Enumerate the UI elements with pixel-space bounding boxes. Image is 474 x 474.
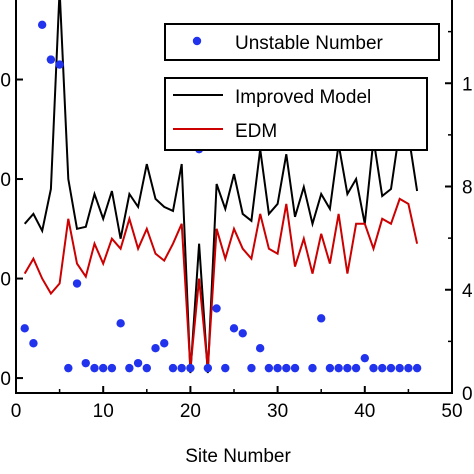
data-point-unstable-number — [160, 339, 169, 348]
series-line-improved-model — [23, 0, 419, 374]
legend-label: EDM — [235, 121, 277, 142]
data-point-unstable-number — [404, 363, 413, 373]
right-y-tick-label: 0 — [462, 384, 473, 405]
legend-box — [164, 77, 428, 151]
data-point-unstable-number — [264, 363, 274, 373]
data-point-unstable-number — [116, 319, 125, 328]
x-tick-label: 50 — [441, 401, 462, 422]
series-line-edm — [23, 197, 419, 369]
data-point-unstable-number — [317, 314, 326, 323]
data-point-unstable-number — [203, 363, 213, 373]
data-point-unstable-number — [334, 363, 343, 373]
left-y-tick-label: 0 — [0, 369, 11, 390]
data-point-unstable-number — [72, 279, 82, 288]
data-point-unstable-number — [308, 363, 317, 373]
data-point-unstable-number — [168, 363, 178, 373]
data-point-unstable-number — [290, 363, 300, 373]
x-tick-label: 0 — [11, 401, 22, 422]
right-y-tick-label: 4 — [462, 281, 473, 302]
data-point-unstable-number — [412, 363, 422, 373]
right-y-tick-label: 8 — [462, 178, 473, 199]
data-point-unstable-number — [133, 358, 143, 368]
data-point-unstable-number — [360, 353, 369, 363]
data-point-unstable-number — [255, 344, 265, 353]
legend-box — [164, 23, 440, 61]
data-point-unstable-number — [64, 363, 73, 373]
data-point-unstable-number — [273, 363, 282, 373]
left-y-tick-label: 0 — [0, 71, 11, 92]
data-point-unstable-number — [177, 363, 186, 373]
data-point-unstable-number — [238, 329, 247, 338]
data-point-unstable-number — [186, 363, 195, 373]
data-point-unstable-number — [151, 344, 160, 353]
x-tick-label: 20 — [180, 401, 201, 422]
data-point-unstable-number — [247, 363, 256, 373]
x-axis-title: Site Number — [185, 446, 291, 467]
data-point-unstable-number — [125, 363, 134, 373]
legend-marker — [192, 36, 202, 46]
left-y-tick-label: 0 — [0, 170, 11, 191]
data-point-unstable-number — [369, 363, 378, 373]
data-point-unstable-number — [343, 363, 352, 373]
legend-label: Unstable Number — [235, 33, 384, 54]
x-tick-label: 30 — [267, 401, 288, 422]
data-point-unstable-number — [351, 363, 361, 373]
right-y-tick-label: 1 — [462, 74, 473, 95]
data-point-unstable-number — [142, 363, 151, 373]
data-point-unstable-number — [90, 363, 99, 373]
data-point-unstable-number — [325, 363, 335, 373]
data-point-unstable-number — [55, 60, 64, 69]
data-point-unstable-number — [229, 324, 239, 333]
data-point-unstable-number — [212, 304, 221, 313]
axes-layer: 010203040500000004811 — [0, 30, 473, 422]
x-tick-label: 40 — [354, 401, 375, 422]
data-point-unstable-number — [107, 363, 117, 373]
data-point-unstable-number — [81, 358, 90, 368]
data-point-unstable-number — [221, 363, 230, 373]
data-point-unstable-number — [395, 363, 404, 373]
x-tick-label: 10 — [93, 401, 114, 422]
data-point-unstable-number — [386, 363, 396, 373]
data-point-unstable-number — [37, 20, 47, 29]
data-point-unstable-number — [282, 363, 291, 373]
data-point-unstable-number — [99, 363, 108, 373]
data-point-unstable-number — [29, 339, 38, 348]
legend-layer: Unstable Number Improved Model EDM — [164, 23, 440, 151]
data-point-unstable-number — [20, 324, 29, 333]
legend-label: Improved Model — [235, 87, 371, 108]
data-point-unstable-number — [46, 55, 56, 64]
left-y-tick-label: 0 — [0, 270, 11, 291]
data-point-unstable-number — [378, 363, 387, 373]
